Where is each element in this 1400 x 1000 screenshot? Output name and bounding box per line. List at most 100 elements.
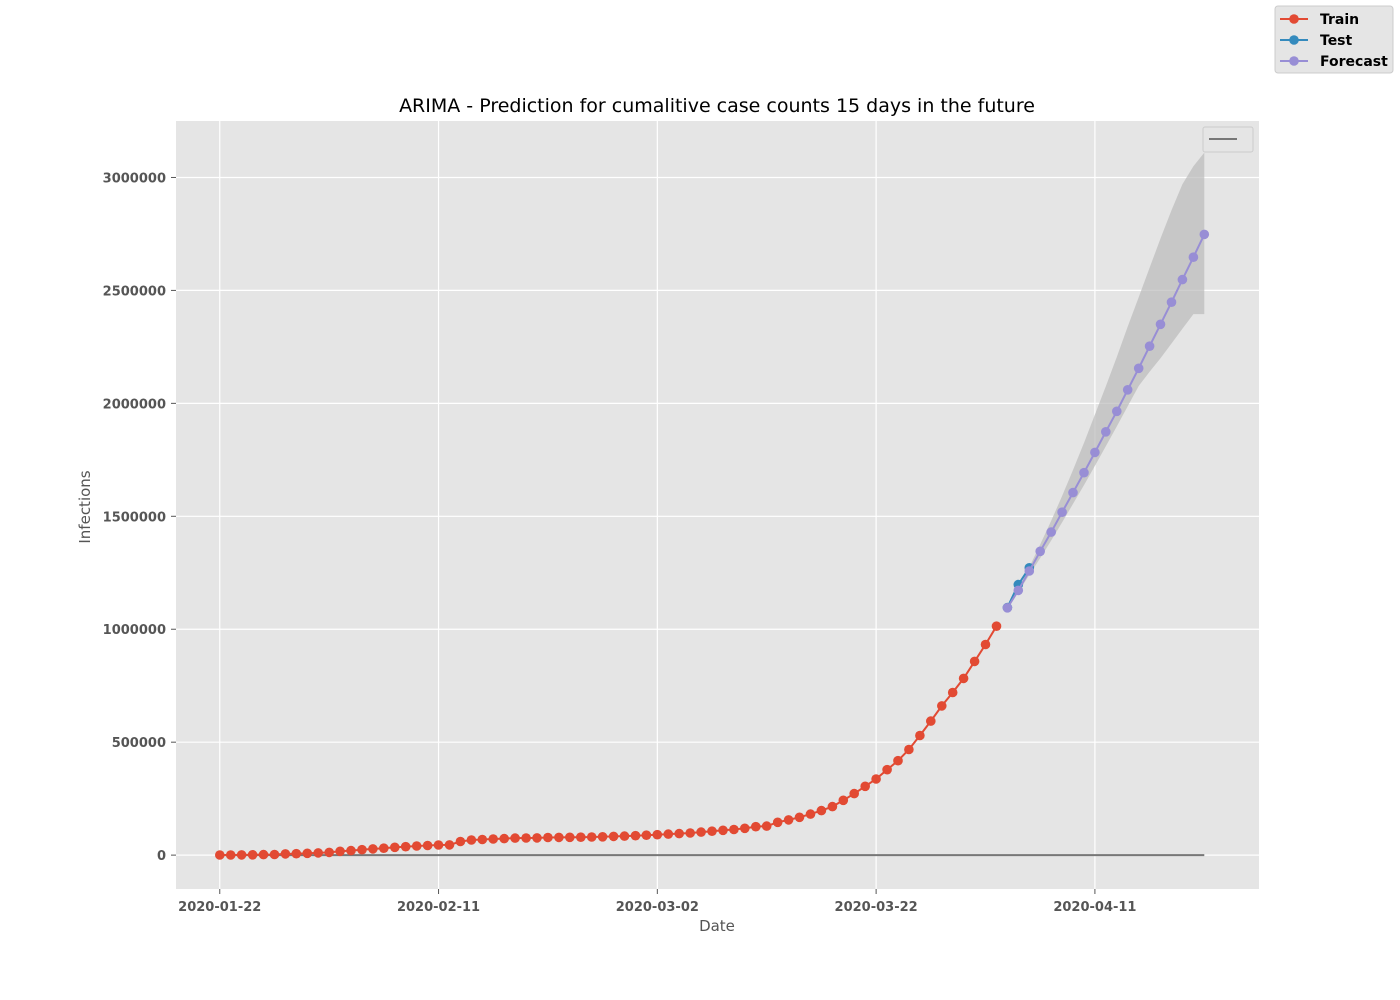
series-train-point	[477, 834, 488, 845]
series-train-point	[455, 836, 466, 847]
x-tick-label: 2020-01-22	[178, 900, 261, 915]
series-train-point	[236, 850, 247, 860]
series-train-point	[947, 687, 958, 698]
series-train-point	[783, 815, 794, 825]
x-axis-ticks: 2020-01-22 2020-02-11 2020-03-02 2020-03-22…	[178, 889, 1136, 915]
series-forecast-point	[1101, 427, 1111, 437]
series-train-point	[761, 821, 772, 831]
series-train-point	[893, 755, 903, 766]
series-train-point	[663, 829, 674, 839]
series-forecast-point	[1166, 297, 1177, 308]
series-train-point	[772, 817, 783, 828]
series-train-point	[488, 834, 499, 844]
series-train-point	[379, 843, 389, 853]
series-train-point	[521, 833, 531, 843]
series-forecast-point	[1002, 603, 1013, 613]
series-train-point	[696, 827, 706, 837]
confidence-band-area	[1007, 152, 1205, 608]
legend-test-label: Test	[1320, 33, 1353, 49]
series-train-point	[433, 840, 444, 850]
series-forecast	[1002, 229, 1210, 613]
series-train-point	[937, 701, 947, 711]
series-train-point	[980, 639, 991, 650]
series-train	[215, 621, 1002, 860]
series-train-point	[926, 716, 936, 726]
series-train-point	[838, 795, 849, 806]
y-tick-label: 500000	[112, 736, 166, 751]
series-train-point	[597, 832, 608, 842]
series-train-point	[466, 835, 477, 845]
series-forecast-point	[1199, 229, 1210, 240]
plot-area	[176, 121, 1259, 889]
series-forecast-point	[1046, 527, 1056, 537]
series-train-point	[991, 621, 1002, 631]
series-train-point	[904, 744, 914, 755]
series-train-point	[215, 850, 225, 860]
series-train-point	[849, 788, 859, 799]
series-forecast-point	[1112, 406, 1122, 417]
legend-forecast-label: Forecast	[1320, 54, 1388, 70]
legend-train-marker	[1289, 14, 1299, 24]
series-forecast-point	[1068, 487, 1078, 498]
series-train-point	[247, 850, 258, 860]
series-train-point	[619, 831, 630, 841]
series-forecast-point	[1133, 363, 1144, 374]
series-train-point	[313, 848, 324, 858]
legend-forecast-marker	[1289, 56, 1299, 66]
series-train-point	[291, 848, 302, 859]
x-tick-label: 2020-02-11	[397, 900, 480, 915]
series-train-point	[225, 850, 236, 860]
series-train-point	[652, 829, 663, 840]
series-layer	[215, 229, 1210, 860]
x-tick-label: 2020-03-02	[616, 900, 699, 915]
series-train-point	[740, 823, 750, 834]
y-axis-label: Infections	[76, 470, 94, 543]
series-train-point	[805, 809, 816, 819]
series-train-point	[816, 805, 827, 816]
series-forecast-point	[1155, 319, 1166, 330]
confidence-band	[1007, 152, 1205, 608]
legend-train-label: Train	[1320, 12, 1359, 28]
series-train-point	[641, 830, 652, 840]
series-forecast-point	[1024, 566, 1035, 576]
series-train-point	[269, 849, 280, 860]
series-forecast-point	[1057, 507, 1067, 517]
series-train-point	[444, 840, 455, 850]
series-train-point	[532, 833, 542, 843]
series-forecast-point	[1122, 385, 1133, 395]
series-train-point	[302, 848, 313, 859]
series-train-point	[280, 849, 291, 859]
legend: Train Test Forecast	[1274, 5, 1394, 74]
series-train-point	[827, 801, 838, 812]
series-train-point	[565, 832, 575, 843]
series-train-point	[390, 842, 400, 853]
series-train-point	[685, 828, 695, 838]
series-train-point	[324, 847, 335, 858]
x-axis-label: Date	[699, 917, 735, 935]
series-train-point	[586, 832, 597, 842]
inner-legend	[1202, 126, 1254, 153]
x-tick-label: 2020-04-11	[1053, 900, 1136, 915]
series-train-point	[554, 832, 564, 843]
series-forecast-point	[1177, 274, 1188, 285]
series-train-point	[860, 781, 870, 792]
series-train-point	[368, 844, 378, 854]
series-train-point	[258, 849, 269, 860]
series-train-point	[674, 828, 684, 839]
series-train-point	[499, 833, 510, 844]
series-forecast-point	[1013, 585, 1024, 596]
series-train-point	[729, 824, 739, 835]
series-forecast-point	[1188, 252, 1199, 262]
series-forecast-point	[1090, 447, 1100, 458]
series-train-point	[422, 840, 433, 851]
legend-test-marker	[1289, 35, 1299, 45]
series-train-point	[882, 764, 892, 775]
y-tick-label: 2500000	[103, 284, 166, 299]
chart-title: ARIMA - Prediction for cumalitive case c…	[399, 95, 1035, 117]
series-train-point	[630, 830, 641, 841]
series-train-point	[608, 831, 619, 842]
series-train-point	[915, 730, 925, 741]
series-train-point	[958, 673, 969, 684]
grid-lines	[176, 121, 1259, 889]
series-train-point	[411, 841, 422, 851]
